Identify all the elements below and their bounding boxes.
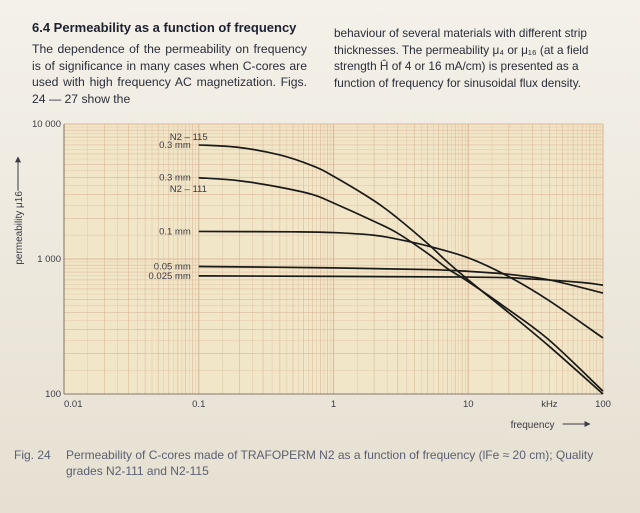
- x-tick-label: 0.01: [64, 399, 83, 410]
- figure-number: Fig. 24: [14, 448, 51, 462]
- series-label-4: 0.025 mm: [149, 271, 191, 282]
- x-tick-label: 100: [595, 399, 611, 410]
- y-tick-label: 1 000: [37, 254, 61, 265]
- y-axis-label: permeability μ16: [14, 191, 25, 265]
- x-tick-label: 1: [331, 399, 336, 410]
- series-line-0: [198, 144, 604, 395]
- body-text-right: behaviour of several materials with diff…: [334, 25, 619, 91]
- labels: 0.3 mm 0.3 mm 0.1 mm 0.05 mm0.025 mm N2 – 11…: [14, 119, 611, 431]
- annotation-label-0: N2 – 115: [170, 132, 208, 143]
- figure-caption-text: Permeability of C-cores made of TRAFOPER…: [66, 448, 594, 478]
- x-axis-arrowhead: [584, 421, 591, 427]
- y-axis-arrowhead: [15, 156, 21, 163]
- x-tick-label: 10: [463, 399, 474, 410]
- series-label-2: 0.1 mm: [159, 226, 191, 237]
- figure-chart: 0.3 mm 0.3 mm 0.1 mm 0.05 mm 0.025 mm N2 – 11…: [0, 110, 640, 445]
- series-label-1: 0.3 mm: [159, 173, 191, 184]
- curves: [198, 144, 604, 395]
- body-text-left: The dependence of the permeability on fr…: [32, 41, 307, 107]
- paragraph-right: behaviour of several materials with diff…: [334, 26, 589, 90]
- annotation-label-1: N2 – 111: [170, 184, 207, 195]
- series-label-3: 0.05 mm: [154, 261, 191, 272]
- series-line-4: [198, 275, 604, 287]
- paragraph-left: The dependence of the permeability on fr…: [32, 42, 307, 106]
- x-unit-label: kHz: [541, 399, 558, 410]
- x-axis-label: frequency: [511, 420, 555, 431]
- y-tick-label: 10 000: [32, 119, 61, 130]
- series-line-2: [198, 230, 604, 339]
- series-label-0: 0.3 mm: [159, 140, 191, 151]
- section-heading: 6.4 Permeability as a function of freque…: [32, 20, 297, 35]
- grid: [63, 123, 604, 395]
- series-line-1: [198, 176, 604, 392]
- y-tick-label: 100: [45, 389, 61, 400]
- chart-svg: 0.3 mm 0.3 mm 0.1 mm 0.05 mm0.025 mm N2 – 11…: [14, 119, 611, 431]
- x-tick-label: 0.1: [192, 399, 205, 410]
